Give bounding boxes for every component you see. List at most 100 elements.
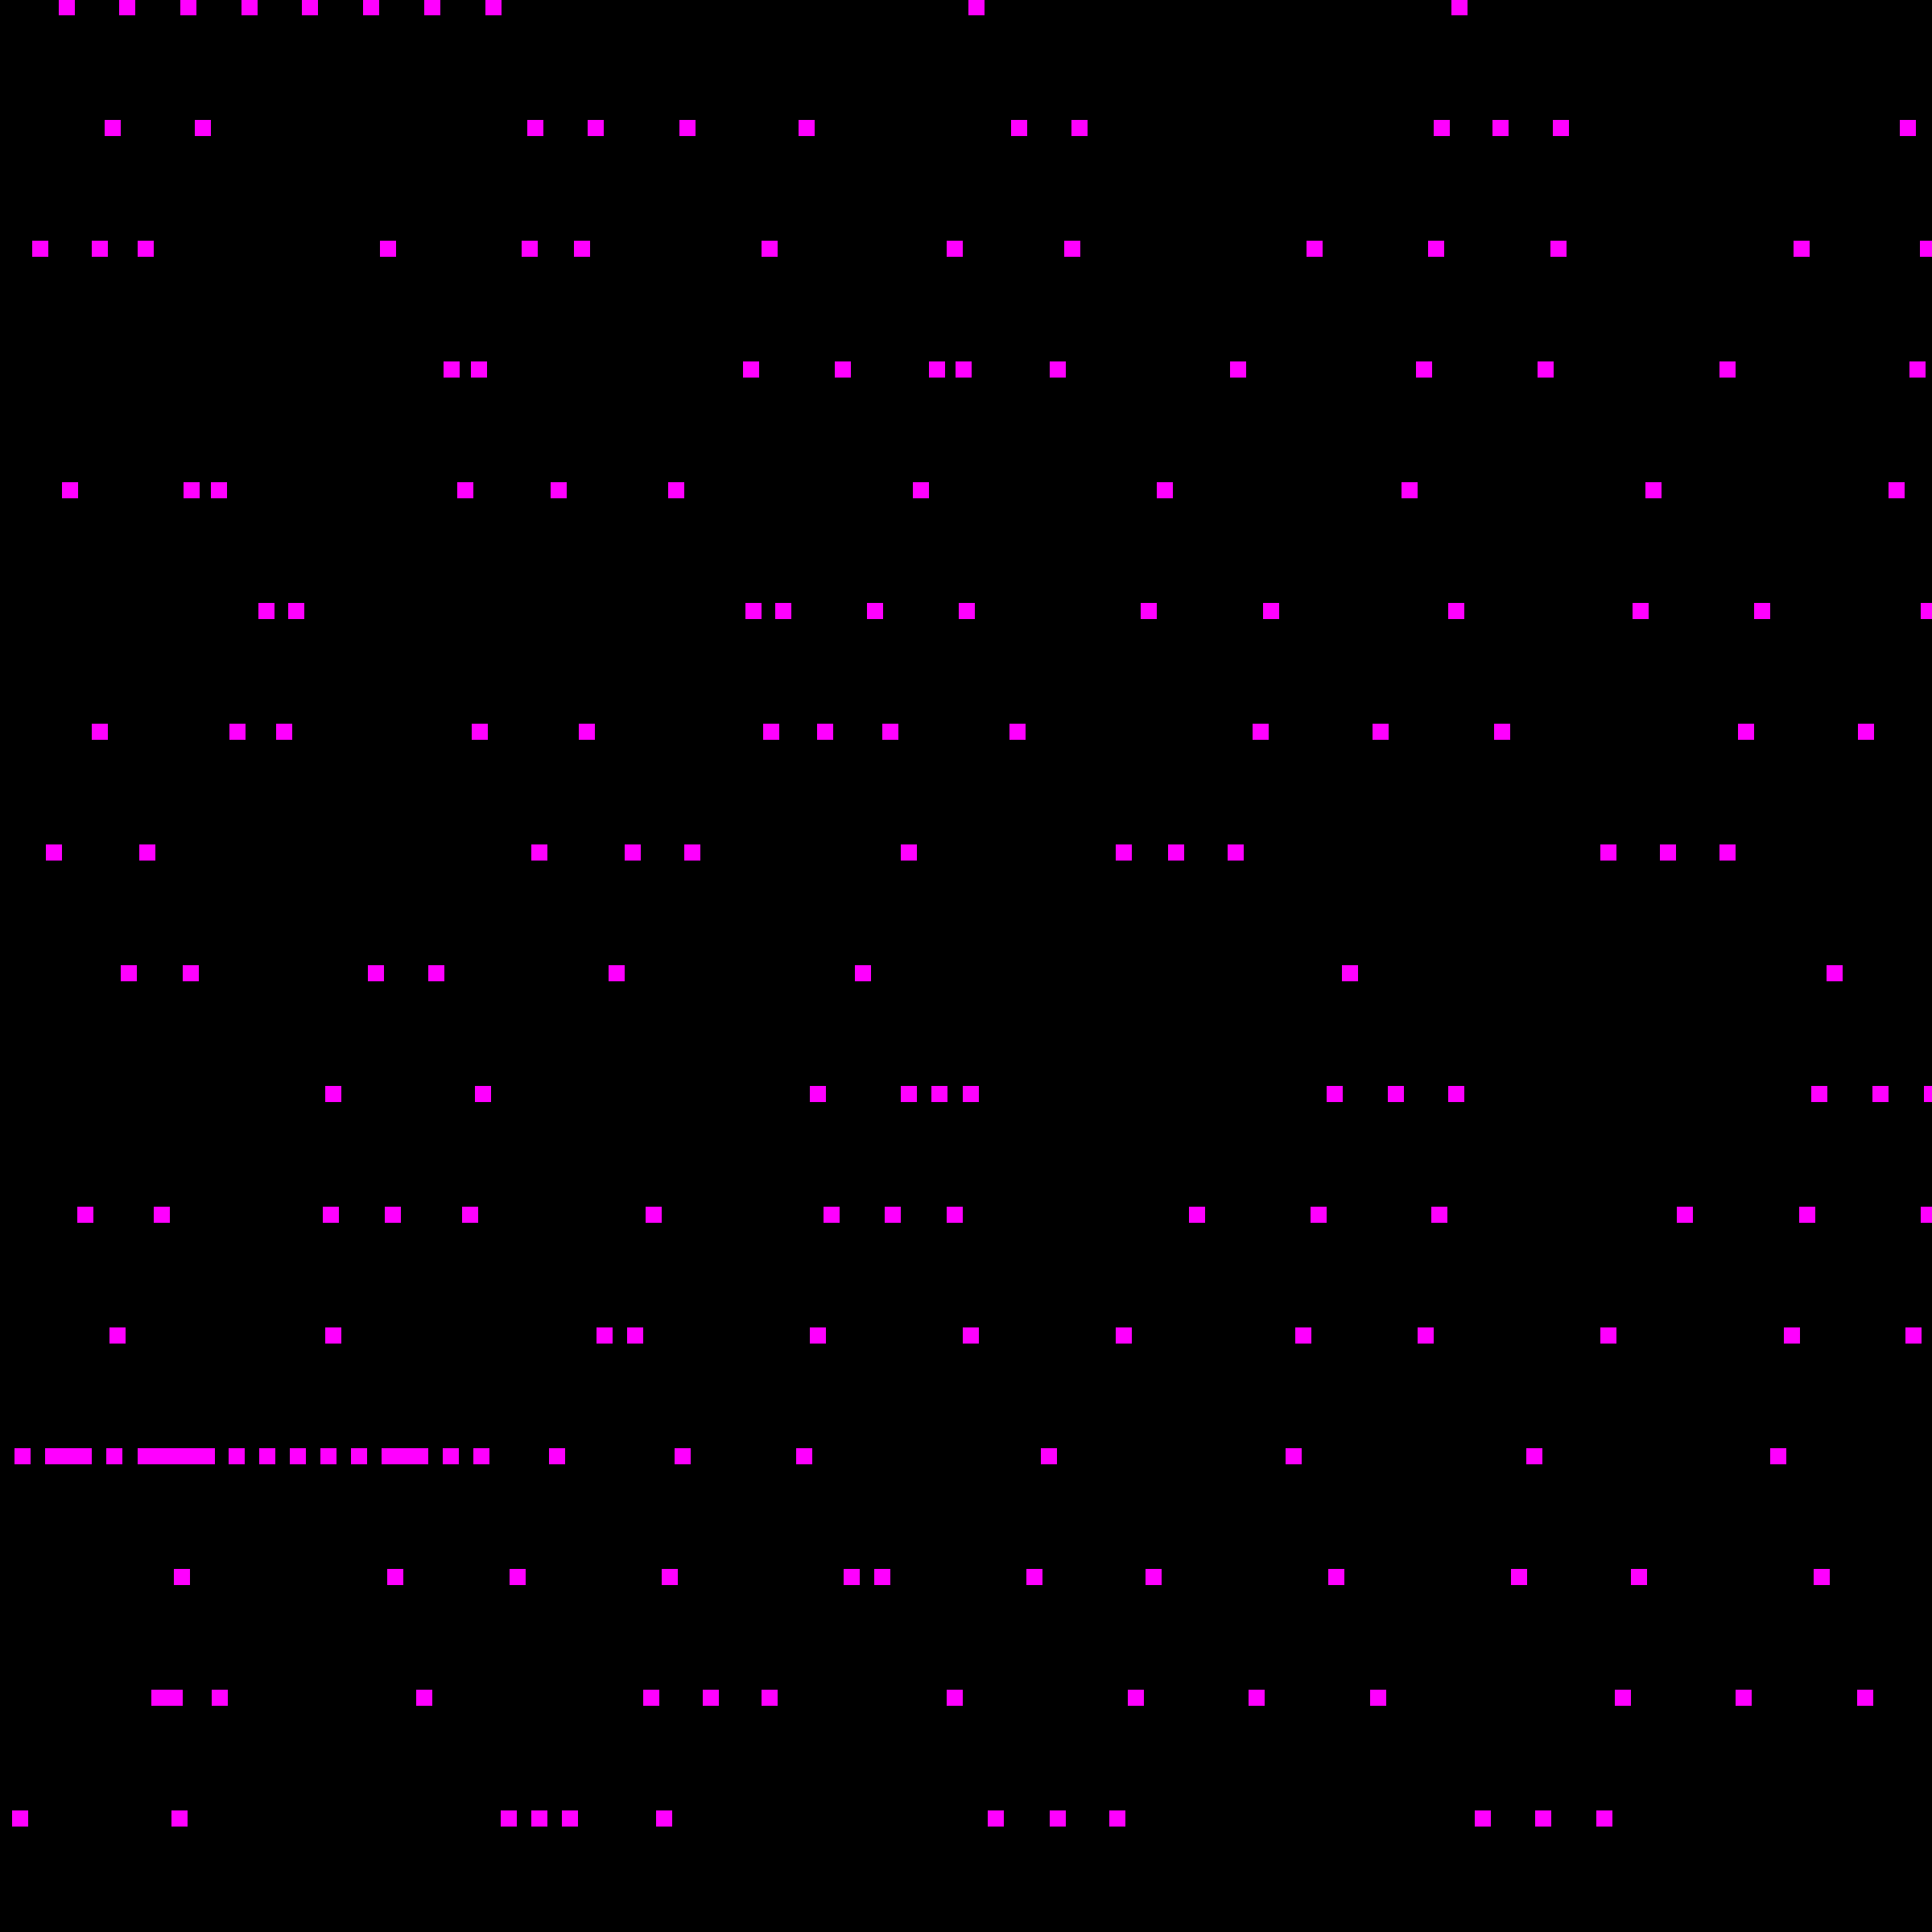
signal-dot [1475, 1810, 1491, 1827]
signal-dot [1448, 603, 1464, 619]
signal-dot [1921, 603, 1932, 619]
signal-dot [1342, 965, 1358, 981]
signal-dot [597, 1327, 613, 1344]
signal-dot [662, 1569, 678, 1585]
signal-dot [775, 603, 791, 619]
signal-dot [1307, 241, 1323, 257]
signal-dot [796, 1448, 812, 1464]
signal-dot [703, 1690, 719, 1706]
signal-dot [46, 844, 62, 861]
signal-dot [428, 965, 444, 981]
signal-dot [212, 1690, 228, 1706]
signal-dot [1418, 1327, 1434, 1344]
signal-dot [242, 0, 258, 15]
signal-dash [45, 1448, 92, 1464]
signal-dot [1050, 1810, 1066, 1827]
signal-dot [562, 1810, 578, 1827]
signal-dot [180, 0, 196, 15]
signal-dot [14, 1448, 31, 1464]
signal-dot [1448, 1086, 1464, 1102]
signal-dot [963, 1086, 979, 1102]
signal-dot [1736, 1690, 1752, 1706]
signal-dot [92, 724, 108, 740]
signal-dot [1600, 1327, 1616, 1344]
signal-dot [1026, 1569, 1042, 1585]
signal-dot [1770, 1448, 1786, 1464]
signal-dot [1631, 1569, 1647, 1585]
signal-dot [501, 1810, 517, 1827]
signal-dot [763, 724, 779, 740]
signal-dot [1858, 724, 1874, 740]
signal-dot [627, 1327, 643, 1344]
signal-dot [325, 1086, 341, 1102]
signal-dot [549, 1448, 565, 1464]
signal-dot [684, 844, 700, 861]
signal-dot [109, 1327, 126, 1344]
signal-dot [92, 241, 108, 257]
signal-dot [1677, 1207, 1693, 1223]
signal-dot [1263, 603, 1279, 619]
signal-dot [579, 724, 595, 740]
signal-dot [588, 120, 604, 136]
signal-dot [1550, 241, 1567, 257]
signal-dot [323, 1207, 339, 1223]
signal-dot [1811, 1086, 1827, 1102]
signal-dot [1526, 1448, 1542, 1464]
signal-dot [1719, 844, 1736, 861]
signal-dot [531, 844, 547, 861]
signal-dot [276, 724, 292, 740]
signal-dot [510, 1569, 526, 1585]
signal-dot [1116, 844, 1132, 861]
signal-dot [211, 482, 227, 498]
signal-dot [874, 1569, 890, 1585]
signal-dot [1141, 603, 1157, 619]
signal-dot [1494, 724, 1510, 740]
signal-dot [485, 0, 502, 15]
signal-dash [138, 1448, 215, 1464]
signal-dot [1128, 1690, 1144, 1706]
signal-dot [931, 1086, 947, 1102]
signal-dot [551, 482, 567, 498]
signal-dot [1535, 1810, 1551, 1827]
signal-dot [288, 603, 304, 619]
signal-dot [1253, 724, 1269, 740]
signal-dot [471, 361, 487, 378]
signal-dot [77, 1207, 93, 1223]
signal-dot [258, 603, 275, 619]
signal-dot [1827, 965, 1843, 981]
signal-dash [151, 1690, 183, 1706]
signal-dot [1168, 844, 1184, 861]
signal-dot [522, 241, 538, 257]
signal-dot [762, 1690, 778, 1706]
signal-dot [320, 1448, 336, 1464]
signal-dot [1416, 361, 1432, 378]
signal-dot [184, 482, 200, 498]
signal-dot [1596, 1810, 1612, 1827]
signal-dot [947, 1207, 963, 1223]
signal-dot [882, 724, 898, 740]
signal-dot [963, 1327, 979, 1344]
signal-dot [574, 241, 590, 257]
signal-dot [1754, 603, 1770, 619]
signal-dot [656, 1810, 672, 1827]
signal-dot [443, 1448, 459, 1464]
signal-dot [885, 1207, 901, 1223]
signal-dot [424, 0, 440, 15]
signal-dot [745, 603, 762, 619]
signal-dot [1492, 120, 1509, 136]
signal-dot [1327, 1086, 1343, 1102]
signal-dot [901, 844, 917, 861]
signal-dot [290, 1448, 306, 1464]
signal-dot [259, 1448, 275, 1464]
signal-dot [956, 361, 972, 378]
signal-dot [174, 1569, 190, 1585]
signal-dot [475, 1086, 491, 1102]
signal-dot [139, 844, 155, 861]
signal-dot [1719, 361, 1736, 378]
signal-dot [762, 241, 778, 257]
signal-dot [1431, 1207, 1447, 1223]
signal-dot [1157, 482, 1173, 498]
signal-dot [1615, 1690, 1631, 1706]
signal-dot [1146, 1569, 1162, 1585]
signal-dot [609, 965, 625, 981]
